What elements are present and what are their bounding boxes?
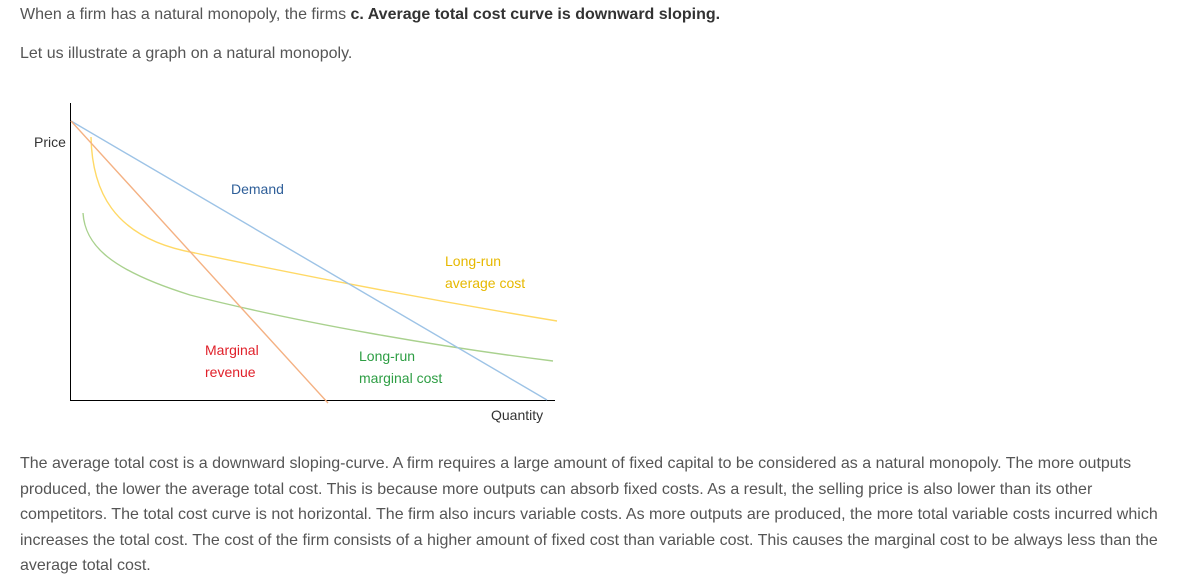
demand-curve [70,120,548,401]
explanation-paragraph: The average total cost is a downward slo… [20,455,1158,574]
answer-bold: c. Average total cost curve is downward … [350,6,721,23]
mr-curve [70,120,329,404]
answer-line: When a firm has a natural monopoly, the … [20,6,720,24]
y-axis-label: Price [34,134,66,150]
illustrate-line: Let us illustrate a graph on a natural m… [20,45,353,62]
demand-label: Demand [231,181,284,197]
lrmc-label-line-1: Long-run [359,348,415,364]
x-axis-label: Quantity [491,407,543,423]
natural-monopoly-chart: Price Quantity Demand Long-run average c… [0,95,620,430]
mr-label-line-2: revenue [205,364,256,380]
answer-prefix: When a firm has a natural monopoly, the … [20,6,351,23]
lrmc-curve [82,212,554,362]
mr-label-line-1: Marginal [205,342,259,358]
lrmc-label: Long-run marginal cost [359,348,442,386]
mr-label: Marginal revenue [205,342,263,380]
lrac-label-line-1: Long-run [445,253,501,269]
lrac-curve [90,136,558,322]
lrmc-label-line-2: marginal cost [359,370,442,386]
lrac-label: Long-run average cost [445,253,525,291]
demand-label-line-1: Demand [231,181,284,197]
lrac-label-line-2: average cost [445,275,525,291]
chart-svg: Price Quantity Demand Long-run average c… [34,103,558,423]
